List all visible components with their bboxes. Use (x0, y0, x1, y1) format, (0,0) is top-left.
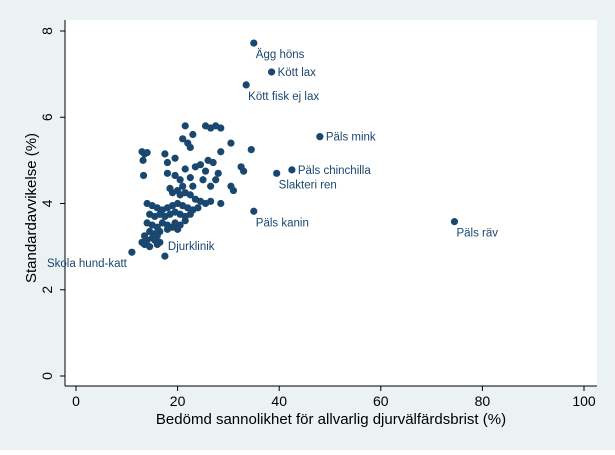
data-point (189, 182, 197, 190)
y-tick-label: 2 (39, 286, 55, 294)
y-tick-label: 6 (39, 113, 55, 121)
x-tick-label: 20 (170, 393, 186, 409)
data-point (186, 210, 194, 218)
data-point (174, 225, 182, 233)
data-point (189, 130, 197, 139)
point-label: Ägg höns (256, 49, 305, 61)
y-tick-label: 8 (39, 27, 55, 35)
data-point (176, 176, 184, 184)
data-point (140, 232, 149, 240)
data-point (240, 167, 248, 175)
data-point (181, 217, 189, 225)
point-label: Slakteri ren (279, 179, 337, 191)
point-label: Päls kanin (256, 217, 309, 229)
y-axis-label: Standardavvikelse (%) (23, 133, 40, 283)
data-point (138, 238, 146, 246)
data-point (143, 149, 151, 157)
data-point (186, 174, 194, 182)
data-point (288, 166, 296, 174)
data-point (179, 135, 187, 143)
data-point (217, 199, 225, 208)
data-point (214, 169, 222, 177)
data-point (139, 171, 148, 180)
data-point (316, 133, 324, 141)
point-labels: Ägg höns Kött lax Kött fisk ej lax Päls min… (47, 49, 498, 270)
data-point (247, 145, 255, 154)
point-label: Kött lax (278, 67, 317, 79)
x-tick-label: 40 (271, 393, 287, 409)
point-label: Skola hund-katt (47, 258, 128, 270)
x-tick-label: 60 (373, 393, 389, 409)
data-point (242, 81, 250, 89)
y-tick-label: 0 (39, 372, 55, 380)
data-point (179, 182, 187, 190)
data-point (250, 39, 258, 47)
data-point (209, 158, 217, 167)
data-point (207, 197, 215, 205)
point-label: Djurklinik (168, 241, 215, 253)
x-tick-label: 80 (475, 393, 491, 409)
axes: 0 20 40 60 80 100 0 2 4 6 8 (39, 20, 597, 409)
data-point (161, 252, 169, 260)
data-point (181, 165, 189, 173)
x-tick-label: 100 (572, 393, 596, 409)
data-point (450, 218, 459, 226)
data-point (163, 158, 172, 167)
data-point (227, 139, 235, 147)
data-point (186, 191, 194, 199)
data-point (201, 167, 210, 175)
data-point (199, 176, 207, 184)
data-point (171, 171, 179, 180)
y-tick-label: 4 (39, 199, 55, 207)
data-point (151, 236, 159, 244)
data-point (161, 150, 169, 158)
data-points (128, 39, 459, 260)
data-point (171, 154, 179, 162)
data-point (191, 163, 199, 171)
point-label: Kött fisk ej lax (248, 91, 319, 103)
data-point (194, 204, 202, 212)
data-point (267, 68, 276, 76)
data-point (186, 143, 194, 152)
data-point (217, 148, 225, 156)
data-point (250, 207, 258, 215)
x-tick-label: 0 (72, 393, 80, 409)
data-point (217, 124, 225, 132)
data-point (128, 248, 136, 256)
point-label: Päls mink (326, 132, 376, 144)
point-label: Päls chinchilla (298, 165, 371, 177)
data-point (139, 156, 147, 164)
point-label: Päls räv (456, 228, 498, 240)
data-point (212, 176, 220, 184)
data-point (229, 186, 238, 195)
data-point (181, 122, 189, 130)
data-point (146, 243, 154, 251)
data-point (163, 169, 172, 177)
x-axis-label: Bedömd sannolikhet för allvarlig djurväl… (156, 411, 506, 428)
data-point (207, 182, 215, 190)
data-point (273, 169, 281, 177)
